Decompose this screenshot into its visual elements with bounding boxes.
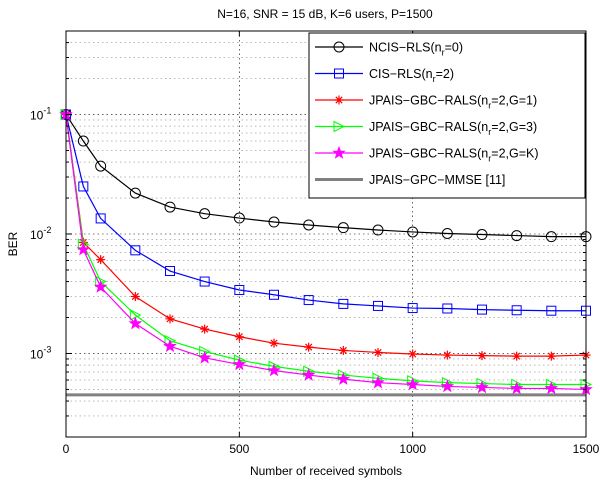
data-point [544,381,559,395]
data-point [78,181,89,192]
series-markers [61,110,591,361]
legend-label: NCIS−RLS(nr=0) [369,41,463,58]
data-point [407,226,419,238]
data-point [477,351,487,361]
data-point [129,187,141,199]
data-point [301,367,316,381]
data-point [509,381,524,395]
x-tick-label: 1000 [399,442,426,456]
data-point [546,351,556,361]
legend-label: JPAIS−GBC−RALS(nr=2,G=1) [369,94,537,111]
legend-label: CIS−RLS(nr=2) [369,67,454,84]
data-point [269,289,279,300]
data-point [96,255,106,265]
data-point [336,371,351,385]
data-point [334,95,344,105]
data-point [165,314,175,324]
data-point [333,120,346,133]
series-line [65,114,586,238]
data-point [476,229,488,241]
x-tick-label: 1500 [573,442,600,456]
data-point [408,349,418,359]
legend-box [308,32,586,199]
data-point [234,284,245,295]
legend-label: JPAIS−GBC−RALS(nr=2,G=K) [369,147,539,164]
data-point [303,219,315,231]
x-tick-label: 0 [63,442,70,456]
data-point [165,266,175,277]
data-point [441,227,453,239]
data-point [333,41,345,53]
y-axis-label: BER [6,231,20,256]
data-point [545,231,557,243]
data-point [372,224,384,236]
y-tick-label: 10-2 [30,225,51,242]
data-point [304,342,314,352]
data-point [338,345,348,355]
data-point [477,304,487,315]
data-point [128,316,143,330]
legend-label: JPAIS−GPC−MMSE [11] [369,173,505,187]
data-point [475,380,489,394]
data-point [332,145,346,159]
data-point [269,338,279,348]
data-point [95,160,107,172]
series-layer [59,107,593,396]
y-tick-label: 10-1 [30,106,51,123]
data-point [197,350,212,364]
data-point [442,350,452,360]
data-point [93,279,108,293]
y-tick-label: 10-3 [30,344,51,361]
data-point [234,332,244,342]
data-point [373,300,383,311]
legend: NCIS−RLS(nr=0) CIS−RLS(nr=2) JPAIS−GBC−RAL… [308,32,586,199]
data-point [95,213,106,224]
data-point [337,222,349,234]
data-point [77,135,89,147]
data-point [405,377,420,391]
data-point [442,303,453,314]
data-point [511,305,522,316]
data-point [338,298,349,309]
data-point [512,351,522,361]
data-point [371,375,385,389]
data-point [440,379,455,393]
data-point [199,276,210,287]
data-point [546,305,557,316]
x-tick-label: 500 [229,442,249,456]
data-point [163,339,177,353]
series-markers [61,109,591,316]
data-point [199,208,211,220]
data-point [232,357,247,371]
data-point [130,291,140,301]
series-line [65,114,586,312]
legend-label: JPAIS−GBC−RALS(nr=2,G=3) [369,120,537,137]
data-point [130,245,141,256]
x-axis-label: Number of received symbols [250,464,402,478]
data-point [334,68,344,79]
data-point [268,216,280,228]
data-point [303,295,314,306]
data-point [407,303,418,314]
data-point [164,201,176,213]
x-axis-ticks: 0 500 1000 1500 [63,31,600,456]
data-point [267,363,281,377]
data-point [76,242,91,256]
data-point [511,230,523,242]
chart-title: N=16, SNR = 15 dB, K=6 users, P=1500 [217,7,433,21]
data-point [233,212,245,224]
data-point [373,347,383,357]
data-point [200,324,210,334]
